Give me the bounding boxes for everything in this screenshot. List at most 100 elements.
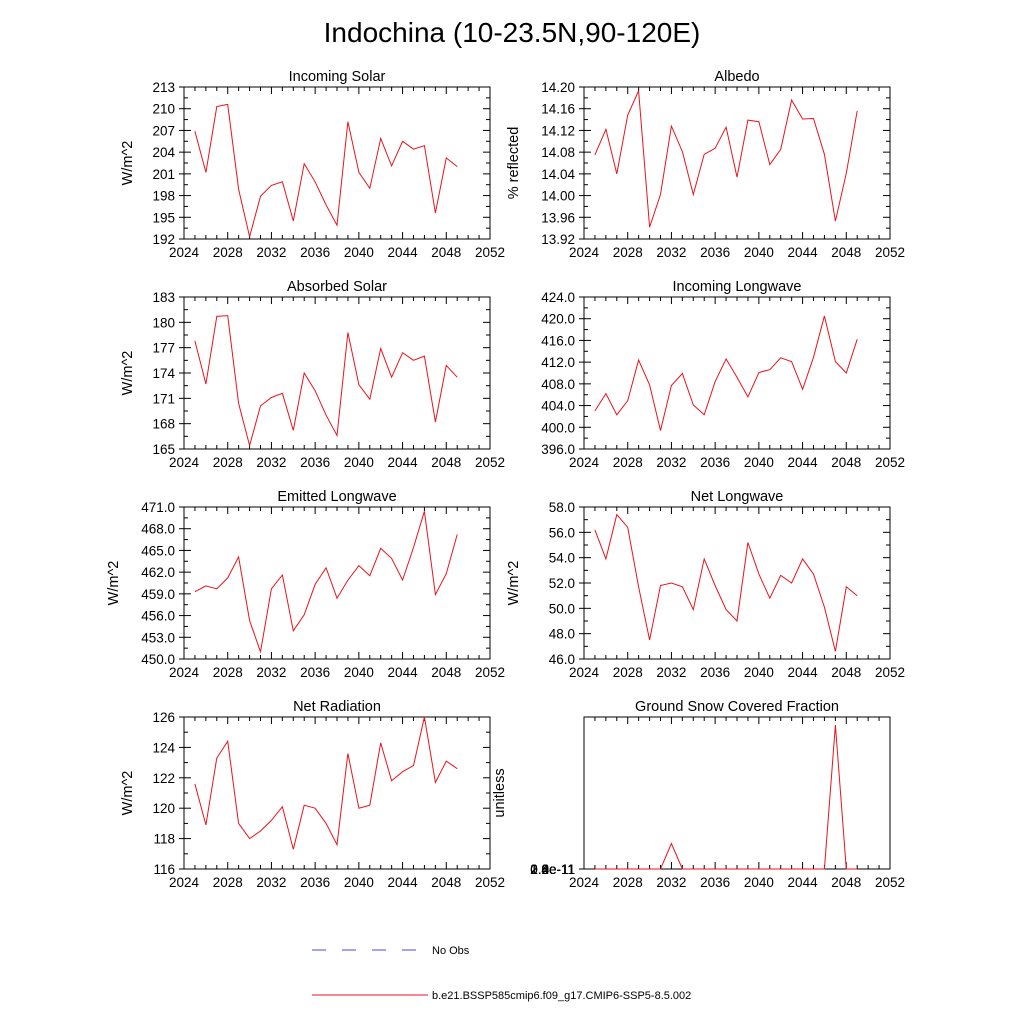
ground-snow-covered-fraction-xtick-label: 2036 [700, 875, 730, 890]
albedo-ytick-label: 14.00 [541, 189, 575, 204]
incoming-solar-series-line [194, 103, 458, 237]
ground-snow-covered-fraction-xtick-label: 2044 [788, 875, 819, 890]
incoming-solar-plot-frame [183, 86, 491, 240]
incoming-solar-ytick-label: 213 [152, 80, 175, 95]
incoming-longwave-xtick-label: 2028 [613, 455, 643, 470]
incoming-longwave-ytick-label: 416.0 [541, 333, 575, 348]
net-radiation-ytick-label: 118 [153, 832, 175, 847]
emitted-longwave-series-line [194, 511, 458, 654]
absorbed-solar-ytick-label: 165 [152, 442, 175, 457]
net-longwave-xtick-label: 2024 [569, 665, 600, 680]
emitted-longwave-ytick-label: 465.0 [141, 543, 175, 558]
incoming-solar-xtick-label: 2036 [300, 245, 330, 260]
ground-snow-covered-fraction-xtick-label: 2032 [656, 875, 686, 890]
absorbed-solar-xtick-label: 2044 [388, 455, 419, 470]
emitted-longwave-xtick-label: 2024 [169, 665, 200, 680]
emitted-longwave-xtick-label: 2040 [344, 665, 374, 680]
net-longwave-ylabel: W/m^2 [506, 561, 522, 606]
incoming-solar-xtick-label: 2032 [256, 245, 286, 260]
net-radiation-xtick-label: 2044 [388, 875, 419, 890]
albedo-ytick-label: 14.16 [541, 102, 575, 117]
incoming-longwave-ytick-label: 424.0 [541, 290, 575, 305]
net-radiation-ytick-label: 122 [152, 771, 175, 786]
albedo-xtick-label: 2024 [569, 245, 600, 260]
incoming-longwave-xtick-label: 2024 [569, 455, 600, 470]
absorbed-solar-series-line [194, 315, 458, 448]
incoming-solar-xtick-label: 2048 [431, 245, 461, 260]
absorbed-solar-ytick-label: 183 [152, 290, 175, 305]
incoming-longwave-xtick-label: 2048 [831, 455, 861, 470]
emitted-longwave-xtick-label: 2048 [431, 665, 461, 680]
incoming-longwave-ytick-label: 420.0 [541, 312, 575, 327]
net-longwave-plot-frame [583, 506, 891, 660]
incoming-longwave-xtick-label: 2044 [788, 455, 819, 470]
absorbed-solar-ytick-label: 180 [152, 315, 175, 330]
net-longwave-title: Net Longwave [691, 489, 784, 505]
incoming-solar-ylabel: W/m^2 [120, 141, 136, 186]
emitted-longwave-ytick-label: 453.0 [141, 630, 175, 645]
net-longwave-ytick-label: 48.0 [549, 627, 575, 642]
ground-snow-covered-fraction-ytick-label: 1.2e-11 [530, 862, 575, 877]
absorbed-solar-xtick-label: 2024 [169, 455, 200, 470]
net-radiation-xtick-label: 2036 [300, 875, 330, 890]
ground-snow-covered-fraction-ytick-label: 2.4e-11 [530, 862, 575, 877]
panel-ground-snow-covered-fraction: Ground Snow Covered Fraction 2024 2028 2032… [492, 699, 905, 890]
absorbed-solar-ytick-label: 174 [152, 366, 175, 381]
legend-label-no-obs: No Obs [432, 945, 470, 957]
panel-incoming-solar: Incoming Solar 2024 2028 2032 2036 2040 2044 20… [120, 69, 505, 260]
emitted-longwave-xtick-label: 2052 [475, 665, 505, 680]
ground-snow-covered-fraction-xtick-label: 2024 [569, 875, 600, 890]
net-radiation-ylabel: W/m^2 [120, 771, 136, 816]
emitted-longwave-ytick-label: 462.0 [141, 565, 175, 580]
albedo-ylabel: % reflected [506, 127, 522, 200]
net-longwave-xtick-label: 2040 [744, 665, 774, 680]
panel-net-longwave: Net Longwave 2024 2028 2032 2036 2040 2044 2048… [506, 489, 905, 680]
absorbed-solar-ytick-label: 177 [152, 341, 175, 356]
emitted-longwave-ylabel: W/m^2 [106, 561, 122, 606]
albedo-ytick-label: 14.04 [541, 167, 575, 182]
panel-absorbed-solar: Absorbed Solar 2024 2028 2032 2036 2040 2044 20… [120, 279, 505, 470]
emitted-longwave-ytick-label: 471.0 [141, 500, 175, 515]
net-longwave-ytick-label: 54.0 [549, 551, 575, 566]
emitted-longwave-ytick-label: 459.0 [141, 587, 175, 602]
albedo-ytick-label: 13.92 [541, 232, 575, 247]
net-radiation-ytick-label: 124 [152, 740, 175, 755]
incoming-longwave-title: Incoming Longwave [673, 279, 802, 295]
absorbed-solar-xtick-label: 2040 [344, 455, 374, 470]
absorbed-solar-ytick-label: 168 [152, 417, 175, 432]
emitted-longwave-ytick-label: 468.0 [141, 522, 175, 537]
absorbed-solar-xtick-label: 2036 [300, 455, 330, 470]
albedo-title: Albedo [714, 69, 759, 85]
ground-snow-covered-fraction-ytick-label: 0.8e-11 [530, 862, 575, 877]
emitted-longwave-xtick-label: 2036 [300, 665, 330, 680]
emitted-longwave-title: Emitted Longwave [277, 489, 396, 505]
net-longwave-ytick-label: 56.0 [549, 525, 575, 540]
incoming-solar-xtick-label: 2052 [475, 245, 505, 260]
ground-snow-covered-fraction-xtick-label: 2048 [831, 875, 861, 890]
incoming-longwave-xtick-label: 2040 [744, 455, 774, 470]
emitted-longwave-ytick-label: 450.0 [141, 652, 175, 667]
net-longwave-ytick-label: 50.0 [549, 601, 575, 616]
incoming-solar-ytick-label: 201 [152, 167, 175, 182]
ground-snow-covered-fraction-xtick-label: 2040 [744, 875, 774, 890]
emitted-longwave-xtick-label: 2032 [256, 665, 286, 680]
incoming-solar-xtick-label: 2024 [169, 245, 200, 260]
emitted-longwave-xtick-label: 2044 [388, 665, 419, 680]
absorbed-solar-title: Absorbed Solar [287, 279, 387, 295]
net-radiation-series-line [194, 716, 458, 850]
incoming-longwave-series-line [594, 315, 858, 431]
net-radiation-ytick-label: 120 [152, 801, 175, 816]
absorbed-solar-xtick-label: 2052 [475, 455, 505, 470]
net-radiation-plot-frame [183, 716, 491, 870]
ground-snow-covered-fraction-ylabel: unitless [492, 768, 508, 817]
albedo-ytick-label: 14.08 [541, 145, 575, 160]
net-longwave-xtick-label: 2052 [875, 665, 905, 680]
legend: No Obs b.e21.BSSP585cmip6.f09_g17.CMIP6-… [312, 945, 691, 1002]
incoming-longwave-xtick-label: 2036 [700, 455, 730, 470]
albedo-series-line [594, 90, 858, 228]
net-longwave-xtick-label: 2044 [788, 665, 819, 680]
albedo-xtick-label: 2040 [744, 245, 774, 260]
incoming-solar-ytick-label: 204 [152, 145, 175, 160]
incoming-solar-xtick-label: 2028 [213, 245, 243, 260]
